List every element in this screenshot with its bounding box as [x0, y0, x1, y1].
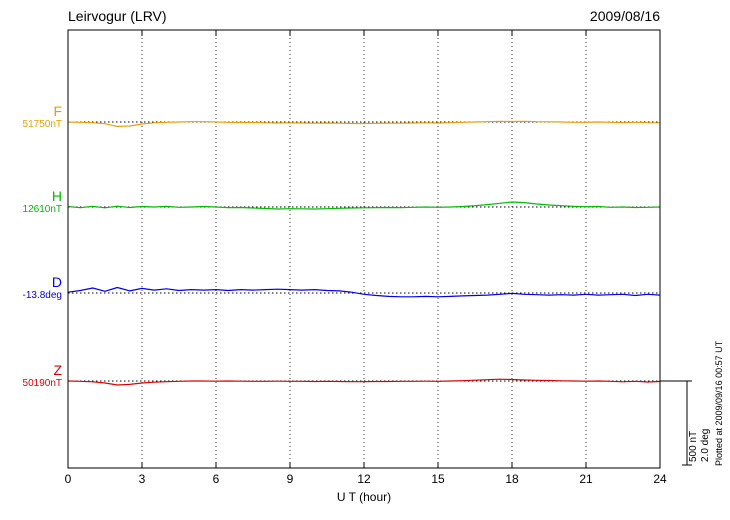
x-tick-label-3: 3 [138, 472, 146, 486]
x-tick-label-15: 15 [431, 472, 445, 486]
x-tick-label-12: 12 [357, 472, 371, 486]
x-axis-title: U T (hour) [336, 490, 392, 504]
date-label: 2009/08/16 [589, 8, 660, 24]
trace-label-F: F 51750nT [0, 104, 62, 131]
trace-name-Z: Z [53, 362, 62, 378]
plot-border [67, 29, 661, 469]
trace-label-H: H 12610nT [0, 189, 62, 216]
trace-basevalue-H: 12610nT [22, 204, 62, 215]
trace-F [67, 120, 661, 128]
x-tick-label-9: 9 [286, 472, 294, 486]
trace-basevalue-F: 51750nT [22, 119, 62, 130]
scale-nt-label: 500 nT [688, 430, 699, 462]
x-tick-label-6: 6 [212, 472, 220, 486]
x-tick-label-18: 18 [505, 472, 519, 486]
trace-basevalue-D: -13.8deg [22, 290, 62, 301]
trace-name-F: F [53, 103, 62, 119]
trace-H [67, 201, 661, 210]
scale-bar-labels: 500 nT 2.0 deg [688, 382, 712, 462]
trace-name-H: H [51, 188, 62, 204]
trace-Z [67, 378, 661, 386]
x-tick-label-0: 0 [64, 472, 72, 486]
scale-deg-label: 2.0 deg [700, 428, 711, 462]
x-tick-label-24: 24 [653, 472, 667, 486]
plotted-at-label: Plotted at 2009/09/16 00:57 UT [714, 340, 724, 466]
trace-name-D: D [51, 274, 62, 290]
station-title: Leirvogur (LRV) [68, 8, 167, 24]
trace-basevalue-Z: 50190nT [22, 378, 62, 389]
trace-label-Z: Z 50190nT [0, 363, 62, 390]
trace-label-D: D -13.8deg [0, 275, 62, 302]
trace-D [67, 286, 661, 298]
x-tick-label-21: 21 [579, 472, 593, 486]
